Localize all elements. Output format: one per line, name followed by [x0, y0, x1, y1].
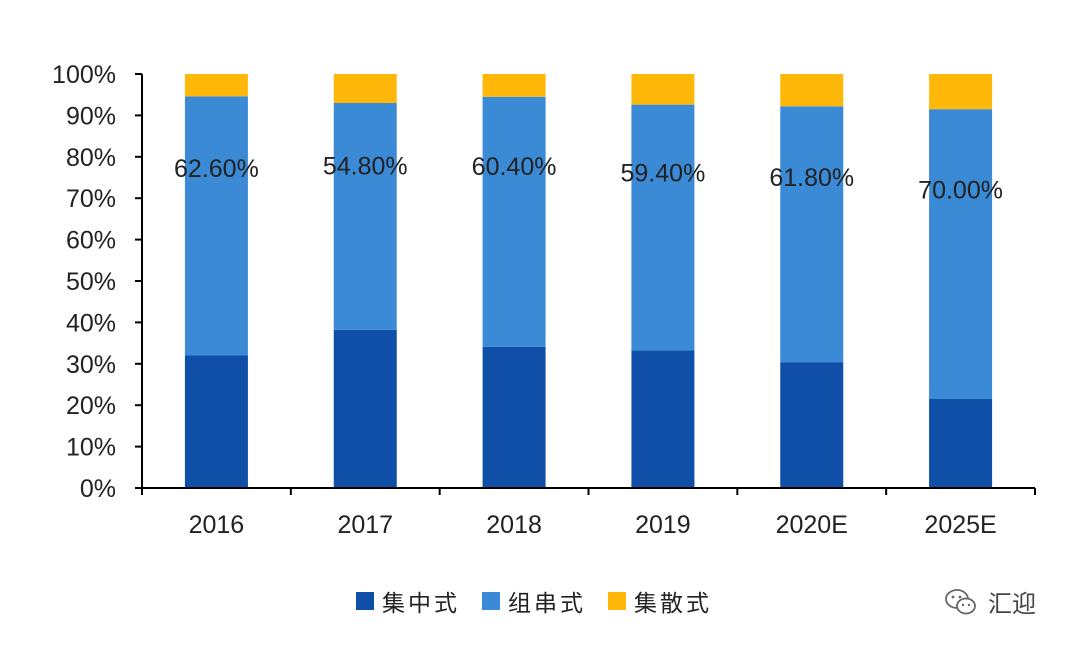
- bar-segment-distributed: [184, 74, 248, 97]
- y-tick-label: 0%: [80, 475, 116, 503]
- legend-label-distributed: 集散式: [634, 591, 712, 617]
- watermark-text: 汇迎: [988, 590, 1036, 618]
- x-tick-label: 2017: [337, 511, 393, 539]
- bar-segment-centralized: [631, 350, 695, 488]
- data-label: 59.40%: [621, 159, 706, 187]
- bar-segment-distributed: [631, 74, 695, 105]
- x-axis-ticks: 2016 2017 2018 2019 2020E 2025E: [141, 488, 1036, 539]
- legend-swatch-centralized: [356, 592, 374, 610]
- bar-segment-string: [184, 96, 248, 356]
- legend-label-centralized: 集中式: [382, 591, 460, 617]
- bar-segment-centralized: [929, 398, 993, 488]
- bar-segment-string: [333, 102, 397, 330]
- y-tick-label: 60%: [66, 227, 116, 255]
- x-tick-label: 2020E: [776, 511, 848, 539]
- y-tick-label: 70%: [66, 185, 116, 213]
- y-tick-label: 20%: [66, 392, 116, 420]
- x-tick-label: 2019: [635, 511, 691, 539]
- axes-group: [141, 74, 1035, 489]
- bar-segment-distributed: [333, 74, 397, 103]
- data-label: 70.00%: [918, 176, 1003, 204]
- bar-segment-centralized: [482, 346, 546, 488]
- y-tick-label: 90%: [66, 102, 116, 130]
- bar-segment-distributed: [482, 74, 546, 97]
- y-tick-label: 30%: [66, 351, 116, 379]
- legend-swatch-string: [482, 592, 500, 610]
- bar-segment-string: [631, 104, 695, 351]
- x-tick-label: 2016: [189, 511, 245, 539]
- legend-item-string: 组串式: [482, 584, 586, 618]
- bar-segment-string: [929, 109, 993, 399]
- x-tick-label: 2025E: [924, 511, 996, 539]
- bar-segment-centralized: [184, 355, 248, 488]
- data-label: 61.80%: [769, 164, 854, 192]
- bar-segment-centralized: [780, 362, 844, 488]
- data-labels-group: 62.60% 54.80% 60.40% 59.40% 61.80% 70.00%: [174, 153, 1003, 205]
- bar-segment-distributed: [780, 74, 844, 107]
- watermark: 汇迎: [944, 584, 1036, 619]
- legend-item-distributed: 集散式: [608, 584, 712, 618]
- wechat-icon: [945, 588, 976, 614]
- y-tick-label: 40%: [66, 309, 116, 337]
- y-tick-label: 10%: [66, 434, 116, 462]
- bars-group: [184, 74, 993, 488]
- data-label: 60.40%: [472, 153, 557, 181]
- legend-swatch-distributed: [608, 592, 626, 610]
- y-tick-label: 80%: [66, 144, 116, 172]
- y-tick-label: 50%: [66, 268, 116, 296]
- bar-segment-distributed: [929, 74, 993, 110]
- legend-item-centralized: 集中式: [356, 584, 460, 618]
- x-tick-label: 2018: [486, 511, 542, 539]
- bar-segment-centralized: [333, 329, 397, 488]
- y-axis-ticks: 0% 10% 20% 30% 40% 50% 60% 70% 80% 90% 100%: [52, 61, 142, 503]
- y-tick-label: 100%: [52, 61, 116, 89]
- legend-label-string: 组串式: [508, 591, 586, 617]
- legend: 集中式 组串式 集散式: [356, 584, 734, 618]
- data-label: 54.80%: [323, 153, 408, 181]
- bar-segment-string: [482, 96, 546, 347]
- data-label: 62.60%: [174, 155, 259, 183]
- bar-segment-string: [780, 106, 844, 363]
